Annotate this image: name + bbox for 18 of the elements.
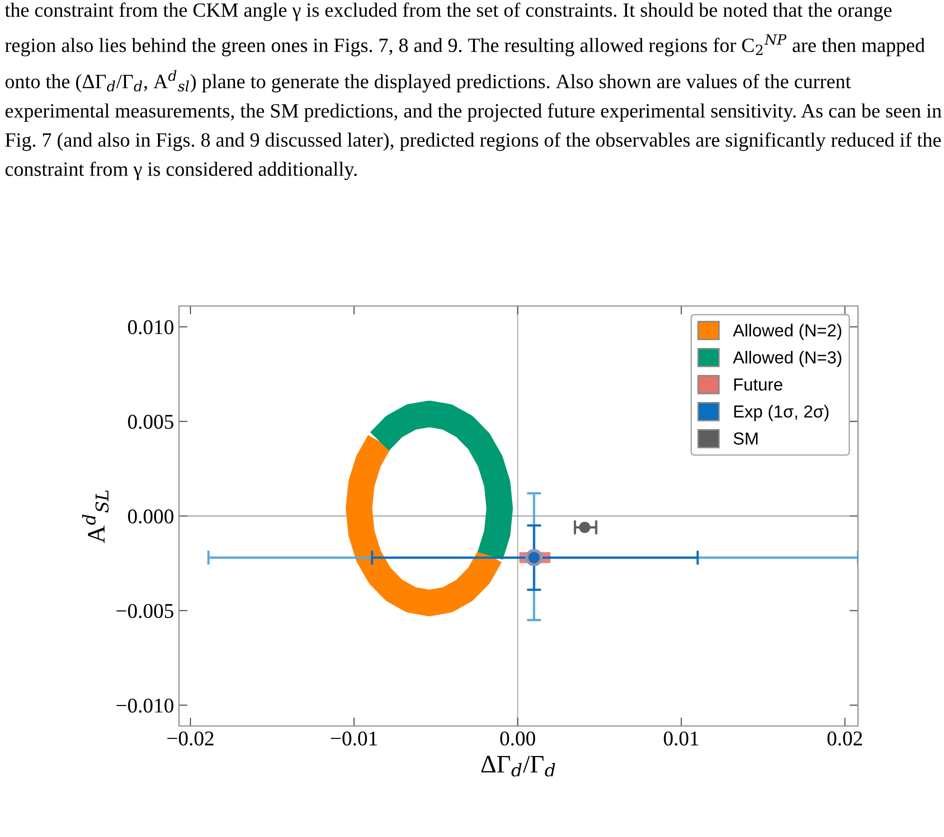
x-tick-label: 0.01	[664, 731, 698, 746]
y-tick-label: 0.005	[128, 414, 174, 429]
text: the constraint from the CKM angle γ is excluded from the set of constraints. It should be noted that the orange region also lies behind the green ones in Figs. 7, 8 and 9. The resulting allowed regions for C$_{2}$$^{NP}$ are then mapped onto the (ΔΓ$_{d}$/Γ$_{d}$, A$^{d}$$_{sl}$) plane to generate the displayed predictions. Also shown are values of the current experimental measurements, the SM predictions, and the projected future experimental sensitivity. As can be seen in Fig. 7 (and also in Figs. 8 and 9 discussed later), predicted regions of the observables are significantly reduced if the constraint from γ is considered additionally.	[4, 2, 942, 180]
x-tick-label: −0.01	[331, 731, 377, 746]
y-tick-label: −0.005	[116, 604, 174, 618]
x-tick-label: 0.02	[827, 731, 862, 746]
y-axis-title: A$^{d}$$_{SL}$	[82, 490, 109, 544]
legend-label: Future	[734, 378, 782, 391]
x-axis-title: ΔΓ$_{d}$/Γ$_{d}$	[481, 756, 556, 777]
y-tick-label: −0.010	[116, 698, 174, 713]
x-tick-label: 0.00	[500, 731, 536, 746]
y-tick-label: 0.010	[128, 320, 174, 334]
x-tick-label: −0.02	[167, 731, 214, 746]
legend-label: Allowed (N=2)	[732, 324, 842, 340]
legend-label: Allowed (N=3)	[732, 350, 842, 368]
legend-label: SM	[734, 432, 758, 445]
legend-label: Exp (1σ, 2σ)	[734, 404, 828, 422]
y-tick-label: 0.000	[128, 509, 174, 524]
